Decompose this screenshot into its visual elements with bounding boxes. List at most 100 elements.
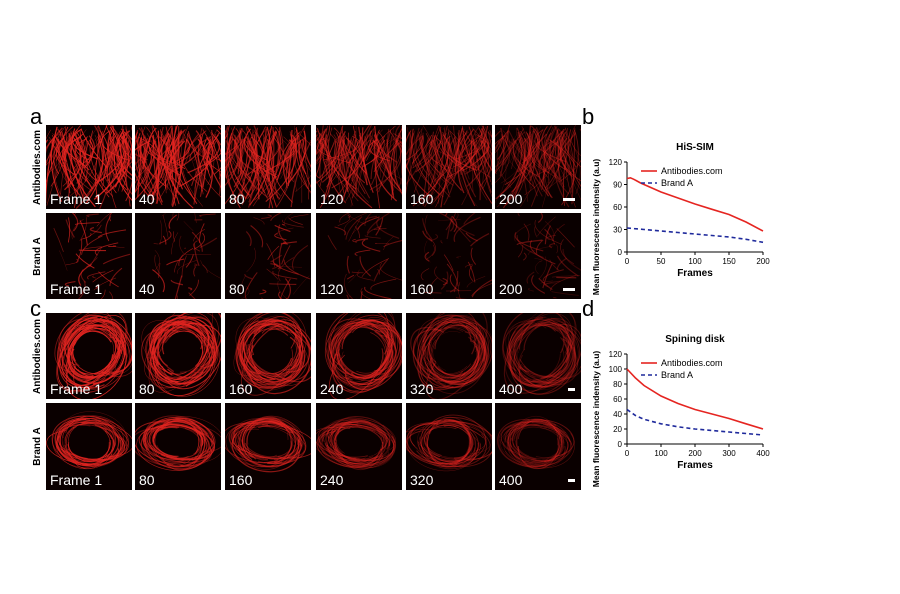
fiber-stroke: [282, 241, 288, 245]
fiber-stroke: [135, 127, 147, 166]
fiber-stroke: [356, 272, 374, 281]
fiber-stroke: [453, 270, 459, 293]
fiber-stroke: [79, 220, 88, 246]
micrograph-tile: 80: [135, 313, 221, 399]
fiber-stroke: [341, 343, 388, 376]
fiber-stroke: [337, 214, 351, 226]
fiber-stroke: [420, 319, 455, 388]
x-tick-label: 400: [756, 449, 770, 458]
row-label-a-bottom: Brand A: [31, 236, 43, 276]
fiber-stroke: [461, 125, 484, 163]
fiber-stroke: [193, 240, 201, 252]
fiber-stroke: [316, 426, 368, 458]
fiber-stroke: [521, 138, 554, 182]
fiber-stroke: [537, 141, 552, 164]
fiber-stroke: [513, 323, 568, 365]
fiber-stroke: [375, 217, 384, 236]
fiber-stroke: [422, 218, 433, 241]
fiber-stroke: [544, 280, 561, 288]
fiber-stroke: [557, 129, 560, 180]
fiber-stroke: [459, 139, 471, 176]
fiber-stroke: [162, 235, 167, 245]
fiber-stroke: [230, 129, 244, 174]
fiber-stroke: [540, 280, 553, 284]
fiber-stroke: [225, 140, 249, 205]
x-tick-label: 0: [625, 449, 630, 458]
fiber-stroke: [512, 130, 534, 201]
frame-label: 80: [139, 381, 155, 397]
fiber-stroke: [171, 138, 191, 164]
fiber-stroke: [470, 232, 490, 247]
fiber-stroke: [235, 428, 278, 458]
fiber-stroke: [326, 131, 343, 179]
fiber-stroke: [433, 339, 479, 377]
micrograph-image: [406, 125, 492, 208]
fiber-stroke: [449, 287, 457, 293]
fiber-stroke: [495, 130, 511, 172]
fiber-stroke: [418, 327, 466, 390]
scale-bar: [563, 198, 575, 201]
fiber-stroke: [361, 258, 390, 278]
fiber-stroke: [176, 213, 180, 221]
fiber-stroke: [449, 274, 460, 292]
fiber-stroke: [77, 280, 86, 299]
frame-label: Frame 1: [50, 191, 103, 207]
fiber-stroke: [502, 137, 526, 194]
fiber-stroke: [357, 216, 380, 230]
fiber-stroke: [249, 126, 271, 206]
fiber-stroke: [461, 130, 478, 206]
fiber-stroke: [278, 224, 288, 244]
fiber-stroke: [341, 127, 366, 195]
fiber-stroke: [70, 128, 96, 208]
fiber-stroke: [225, 139, 229, 155]
fiber-stroke: [512, 424, 540, 460]
fiber-stroke: [521, 423, 571, 466]
fiber-stroke: [202, 129, 221, 195]
fiber-stroke: [518, 138, 550, 197]
fiber-stroke: [429, 420, 471, 451]
fiber-stroke: [105, 125, 131, 207]
fiber-stroke: [389, 130, 402, 154]
fiber-stroke: [429, 344, 477, 376]
frame-label: 160: [229, 472, 253, 488]
fiber-stroke: [53, 139, 61, 175]
fiber-stroke: [86, 213, 99, 218]
fiber-stroke: [508, 329, 563, 387]
micrograph-tile: 400: [495, 313, 581, 399]
fiber-stroke: [534, 257, 543, 263]
fiber-stroke: [148, 347, 202, 393]
fiber-stroke: [393, 134, 402, 196]
fiber-stroke: [277, 280, 288, 299]
fiber-stroke: [241, 313, 307, 354]
fiber-stroke: [548, 242, 556, 249]
fiber-stroke: [544, 220, 555, 239]
micrograph-image: [135, 415, 221, 471]
fiber-stroke: [507, 329, 567, 387]
fiber-stroke: [420, 134, 438, 185]
fiber-stroke: [233, 315, 288, 376]
fiber-stroke: [548, 125, 570, 195]
fiber-stroke: [422, 313, 478, 364]
fiber-stroke: [319, 138, 336, 188]
fiber-stroke: [248, 415, 301, 459]
fiber-stroke: [425, 133, 450, 194]
fiber-stroke: [420, 436, 476, 465]
fiber-stroke: [497, 130, 509, 160]
fiber-stroke: [337, 349, 390, 378]
fiber-stroke: [481, 136, 486, 190]
fiber-stroke: [437, 322, 492, 389]
fiber-stroke: [432, 298, 434, 299]
fiber-stroke: [517, 244, 524, 258]
fiber-stroke: [509, 419, 547, 467]
fiber-stroke: [339, 213, 350, 223]
fiber-stroke: [250, 331, 306, 386]
frame-label: 120: [320, 281, 344, 297]
micrograph-tile: 400: [495, 403, 581, 490]
fiber-stroke: [502, 323, 549, 383]
fiber-stroke: [71, 213, 79, 232]
fiber-stroke: [282, 219, 304, 228]
fiber-stroke: [316, 428, 384, 468]
fiber-stroke: [62, 333, 118, 383]
fiber-stroke: [253, 217, 265, 225]
fiber-stroke: [246, 247, 256, 273]
